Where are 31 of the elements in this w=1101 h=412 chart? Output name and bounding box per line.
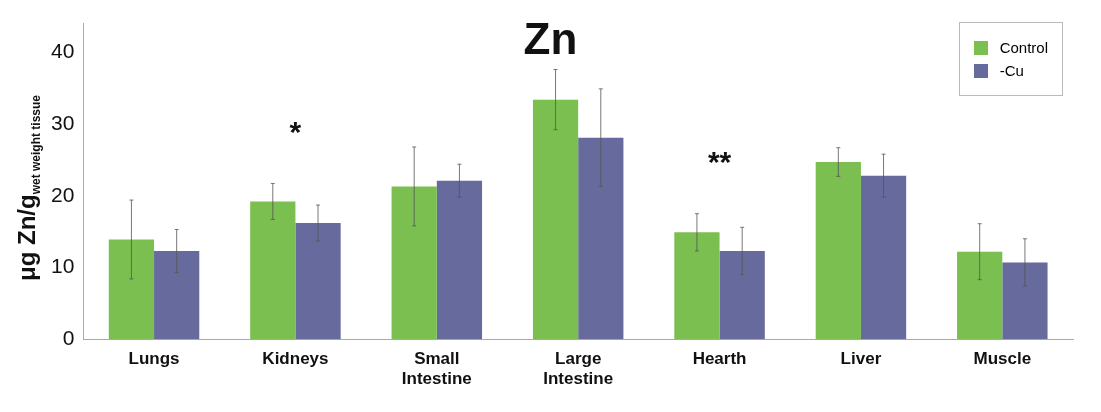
chart-title: Zn: [523, 14, 578, 63]
bar: [436, 180, 483, 340]
y-tick-label: 40: [51, 39, 75, 63]
annotation: *: [289, 114, 302, 148]
bar: [719, 250, 765, 340]
legend-label: Control: [999, 39, 1048, 56]
x-tick-label: Muscle: [973, 349, 1032, 369]
bar: [250, 201, 296, 340]
y-tick-label: 10: [51, 254, 75, 278]
bar: [674, 232, 720, 340]
y-tick-label: 30: [51, 110, 75, 134]
bar: [815, 162, 861, 340]
bar: [532, 99, 579, 340]
legend-label: -Cu: [999, 62, 1024, 79]
y-tick-label: 20: [51, 182, 75, 206]
x-tick-label: Lungs: [128, 349, 180, 369]
bar: [154, 250, 200, 340]
bar: [295, 223, 341, 340]
x-tick-label: Liver: [840, 349, 882, 369]
x-tick-label: Large Intestine: [543, 349, 614, 389]
x-tick-label: Small Intestine: [401, 349, 472, 389]
y-tick-label: 0: [62, 326, 75, 349]
bar: [957, 251, 1003, 340]
bar: [108, 239, 155, 340]
x-tick-label: Kidneys: [262, 349, 329, 369]
x-tick-label: Hearth: [692, 349, 747, 369]
annotation: **: [707, 144, 732, 178]
bar: [860, 175, 907, 340]
bar: [578, 137, 624, 340]
bar: [391, 186, 437, 340]
bar: [1002, 262, 1048, 340]
